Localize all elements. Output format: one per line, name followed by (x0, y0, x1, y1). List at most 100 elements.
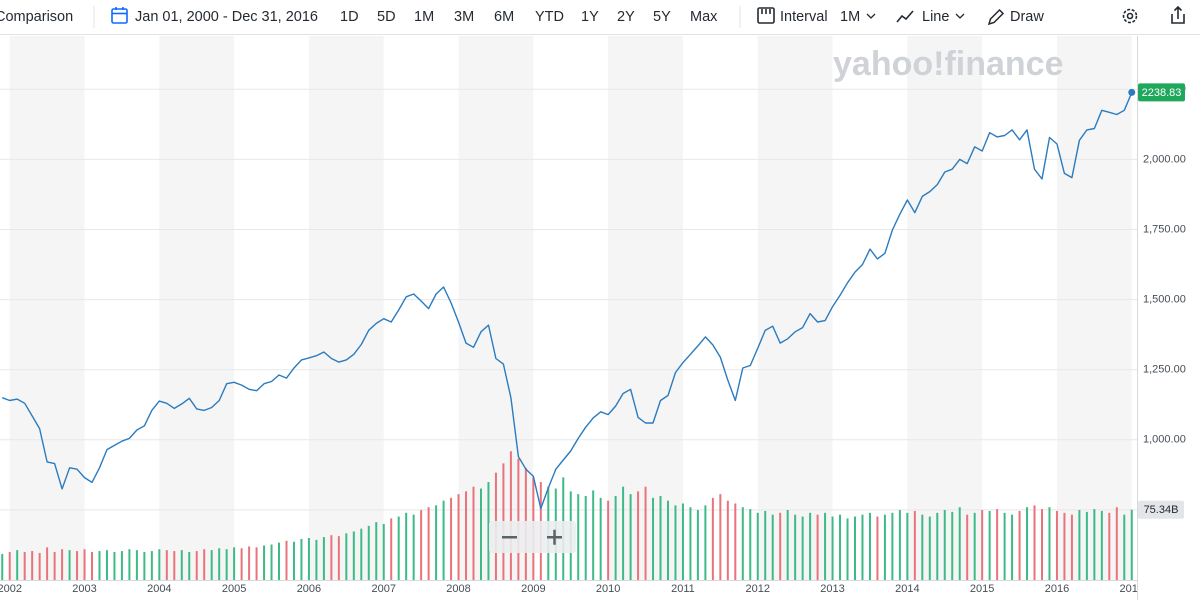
volume-bar (1123, 514, 1126, 580)
volume-bar (928, 516, 931, 580)
volume-bar (465, 491, 468, 580)
volume-bar (1115, 507, 1118, 580)
share-icon[interactable] (1171, 5, 1185, 24)
volume-bar (592, 490, 595, 580)
volume-bar (629, 494, 632, 580)
volume-bar (973, 512, 976, 580)
volume-bar (876, 516, 879, 580)
year-band (907, 36, 983, 580)
x-tick-label: 2014 (895, 583, 919, 595)
zoom-out-icon[interactable] (502, 536, 517, 539)
range-buttons: 1D 5D 1M 3M 6M YTD 1Y 2Y 5Y Max (340, 9, 718, 25)
volume-bar (135, 550, 138, 580)
volume-bar (1108, 512, 1111, 580)
volume-bar (517, 458, 520, 580)
volume-tag (1138, 500, 1184, 519)
volume-bar (614, 496, 617, 580)
volume-bar (195, 551, 198, 580)
volume-bar (764, 510, 767, 580)
range-button[interactable]: 5Y (653, 9, 671, 25)
draw-button[interactable]: Draw (1010, 9, 1044, 25)
price-line (1, 92, 1133, 510)
volume-bar (83, 549, 86, 580)
volume-bar (165, 550, 168, 580)
volume-bar (420, 510, 423, 580)
volume-bar (816, 514, 819, 580)
volume-bar (1085, 511, 1088, 580)
volume-bar (704, 505, 707, 580)
volume-bar (479, 488, 482, 580)
chart-style[interactable]: Line (922, 9, 949, 25)
volume-bar (263, 545, 266, 580)
volume-bar (584, 496, 587, 580)
settings-icon[interactable] (1122, 8, 1138, 24)
volume-bar (113, 552, 116, 580)
volume-tag-label: 75.34B (1144, 504, 1179, 516)
volume-bar (824, 512, 827, 580)
volume-bar (8, 552, 11, 580)
volume-bar (622, 486, 625, 580)
x-tick-label: 2015 (970, 583, 994, 595)
volume-bar (180, 550, 183, 580)
comparison-button[interactable]: Comparison (0, 9, 73, 25)
volume-bar (906, 512, 909, 580)
range-button[interactable]: 3M (454, 9, 474, 25)
volume-bar (457, 494, 460, 580)
volume-bar (1078, 510, 1081, 580)
volume-bar (958, 507, 961, 580)
range-button[interactable]: Max (690, 9, 718, 25)
zoom-control (489, 521, 576, 553)
interval-label[interactable]: Interval (780, 9, 828, 25)
volume-bar (966, 514, 969, 580)
range-button[interactable]: 1Y (581, 9, 599, 25)
zoom-in-icon[interactable] (547, 529, 562, 545)
volume-bar (786, 510, 789, 580)
volume-bar (779, 512, 782, 580)
volume-bar (337, 536, 340, 580)
volume-bar (225, 549, 228, 580)
plot: yahoo!finance 2002 2003 2004 2005 2006 2007 200… (0, 34, 1200, 600)
volume-bar (749, 509, 752, 580)
volume-bar (1041, 509, 1044, 580)
range-button[interactable]: 2Y (617, 9, 635, 25)
interval-value[interactable]: 1M (840, 9, 860, 25)
volume-bar (300, 538, 303, 580)
volume-bar (577, 494, 580, 580)
volume-bar (210, 550, 213, 580)
volume-bar (330, 535, 333, 580)
volume-bar (255, 547, 258, 580)
year-band (9, 36, 85, 580)
volume-bar (23, 552, 26, 580)
y-tick-label: 1,500.00 (1143, 293, 1186, 305)
volume-bar (644, 486, 647, 580)
volume-bar (307, 538, 310, 580)
volume-bar (360, 528, 363, 580)
volume-bar (681, 503, 684, 580)
volume-bar (607, 500, 610, 580)
volume-bar (659, 496, 662, 580)
volume-bar (637, 491, 640, 580)
volume-bar (203, 549, 206, 580)
volume-bar (1033, 505, 1036, 580)
volume-bar (666, 500, 669, 580)
chevron (955, 13, 965, 19)
range-button[interactable]: 5D (377, 9, 396, 25)
volume-bar (53, 552, 56, 580)
volume-bar (1003, 512, 1006, 580)
volume-bar (943, 510, 946, 580)
volume-bar (996, 509, 999, 580)
range-button[interactable]: 1M (414, 9, 434, 25)
y-tick-label: 1,250.00 (1143, 364, 1186, 376)
volume-bar (352, 531, 355, 580)
range-button[interactable]: YTD (535, 9, 564, 25)
range-button[interactable]: 6M (494, 9, 514, 25)
volume-bar (1100, 510, 1103, 580)
calendar-icon (111, 7, 128, 24)
range-button[interactable]: 1D (340, 9, 359, 25)
volume-bar (951, 511, 954, 580)
year-band (308, 36, 384, 580)
volume-bar (831, 516, 834, 580)
watermark: yahoo!finance (833, 45, 1063, 83)
date-range[interactable]: Jan 01, 2000 - Dec 31, 2016 (135, 9, 318, 25)
